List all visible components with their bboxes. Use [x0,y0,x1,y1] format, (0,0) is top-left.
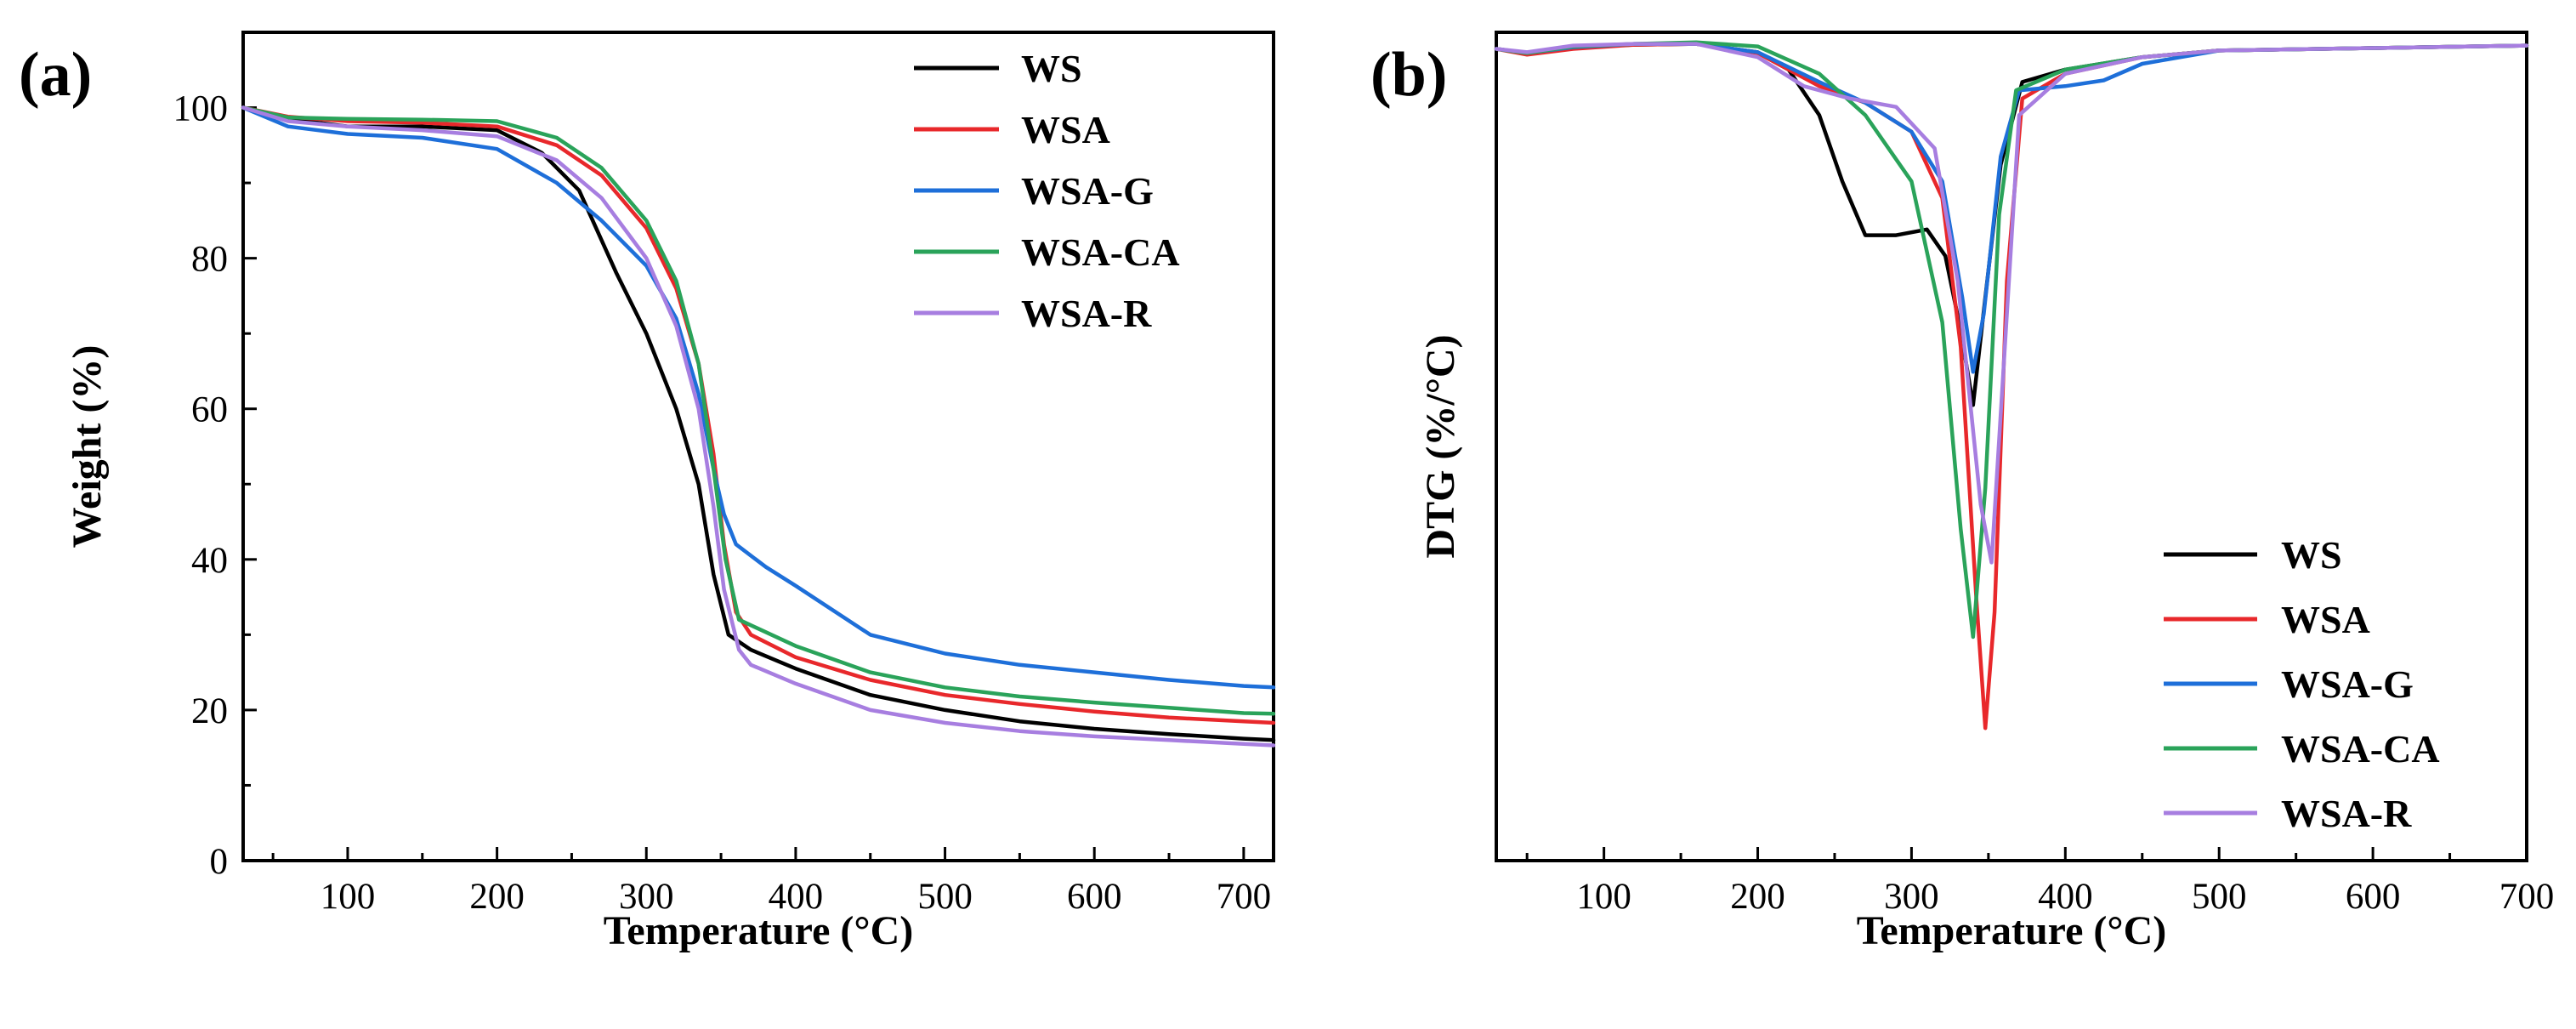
panel-b-series-group [1494,40,2529,731]
x-tick-label: 400 [769,877,824,917]
legend-label-wsa-r: WSA-R [1021,292,1152,335]
panel-a-x-tick-labels: 100 200 300 400 500 600 700 [321,877,1271,917]
panel-a-weight-chart: (a) 100 200 300 400 500 600 700 0 20 40 60 80 100 T… [19,31,1276,953]
x-tick-label: 700 [2499,877,2555,917]
series-line-wsa-ca [241,105,1276,716]
panel-b-letter: (b) [1370,40,1447,110]
panel-a-plot-frame [241,31,1275,862]
y-tick-label: 20 [191,691,228,731]
panel-b-legend: WS WSA WSA-G WSA-CA WSA-R [2164,533,2440,835]
y-tick-label: 100 [173,89,229,129]
y-tick-label: 0 [210,842,229,882]
series-line-wsa-r [1494,42,2529,565]
legend-label-wsa-r: WSA-R [2281,792,2412,835]
y-tick-label: 40 [191,541,228,581]
legend-label-wsa-g: WSA-G [1021,169,1154,213]
x-tick-label: 300 [619,877,674,917]
x-tick-label: 500 [2192,877,2247,917]
series-line-wsa [1494,42,2529,731]
panel-b-dtg-chart: (b) 100 200 300 400 500 600 700 Temperature (°… [1370,31,2554,953]
panel-b-x-axis-title: Temperature (°C) [1857,908,2166,953]
series-line-wsa-r [241,105,1276,748]
x-tick-label: 300 [1884,877,1939,917]
panel-b-y-axis-title: DTG (%/°C) [1418,334,1463,558]
panel-b-plot-frame [1495,31,2528,862]
x-tick-label: 600 [1067,877,1122,917]
legend-label-wsa-g: WSA-G [2281,662,2414,706]
panel-a-y-axis-title: Weight (%) [65,345,110,549]
legend-label-wsa: WSA [1021,108,1110,151]
legend-label-wsa-ca: WSA-CA [2281,727,2440,770]
x-tick-label: 700 [1217,877,1272,917]
panel-a-letter: (a) [19,40,92,110]
x-tick-label: 100 [321,877,376,917]
y-tick-label: 60 [191,390,228,430]
x-tick-label: 500 [917,877,973,917]
series-line-wsa-ca [1494,40,2529,640]
legend-label-wsa-ca: WSA-CA [1021,230,1180,274]
series-line-ws [241,105,1276,742]
legend-label-wsa: WSA [2281,598,2370,641]
panel-b-ticks [1525,847,2528,861]
panel-a-series-group [241,105,1276,748]
y-tick-label: 80 [191,240,228,280]
x-tick-label: 100 [1576,877,1631,917]
x-tick-label: 600 [2346,877,2401,917]
legend-label-ws: WS [2281,533,2342,577]
panel-a-y-tick-labels: 0 20 40 60 80 100 [173,89,229,882]
x-tick-label: 400 [2038,877,2093,917]
series-line-wsa-g [241,105,1276,690]
x-tick-label: 200 [469,877,525,917]
panel-a-x-axis-title: Temperature (°C) [604,908,913,953]
x-tick-label: 200 [1730,877,1785,917]
legend-label-ws: WS [1021,47,1082,90]
panel-a-ticks [243,106,1245,862]
panel-b-x-tick-labels: 100 200 300 400 500 600 700 [1576,877,2554,917]
panel-a-legend: WS WSA WSA-G WSA-CA WSA-R [914,47,1180,335]
